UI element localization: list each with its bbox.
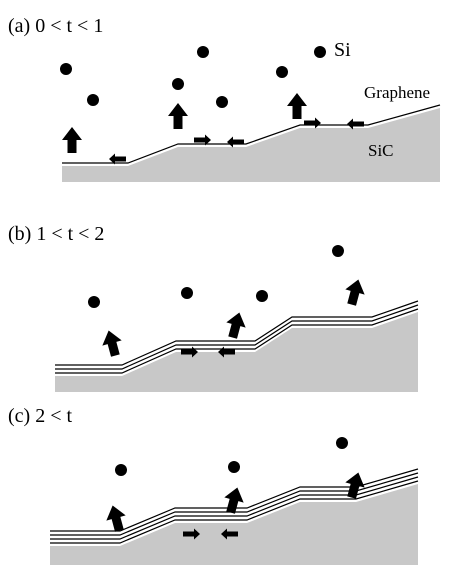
panel-label: (b) 1 < t < 2 (8, 223, 104, 245)
panel-label: (a) 0 < t < 1 (8, 15, 103, 37)
sic-label: SiC (368, 141, 394, 160)
diagram: (a) 0 < t < 1 (b) 1 < t < 2 (c) 2 < t Si… (0, 0, 455, 565)
si-atoms (60, 46, 348, 476)
panel-label: (c) 2 < t (8, 405, 72, 427)
graphene-label: Graphene (364, 83, 430, 102)
si-label: Si (334, 39, 351, 61)
